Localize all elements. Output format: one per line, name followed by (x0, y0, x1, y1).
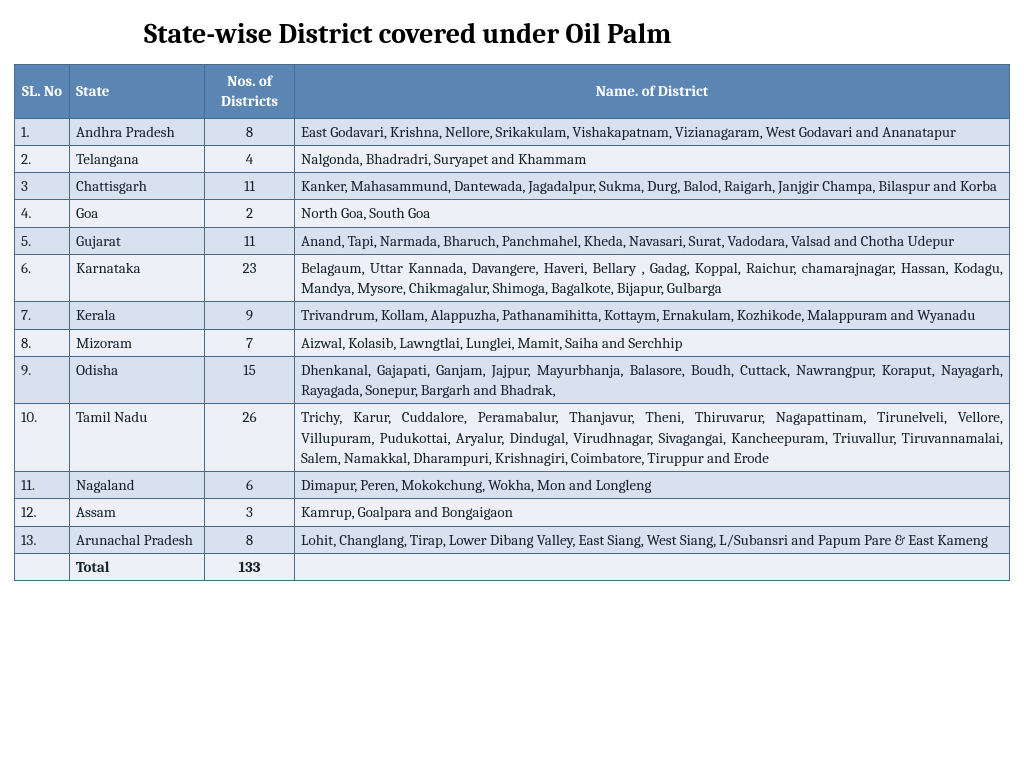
cell-state: Andhra Pradesh (70, 118, 205, 145)
cell-state: Karnataka (70, 254, 205, 302)
cell-nos: 23 (205, 254, 295, 302)
cell-district-names: Trichy, Karur, Cuddalore, Peramabalur, T… (295, 404, 1010, 472)
table-row: 6.Karnataka23Belagaum, Uttar Kannada, Da… (15, 254, 1010, 302)
table-row: 13.Arunachal Pradesh8Lohit, Changlang, T… (15, 526, 1010, 553)
table-body: 1.Andhra Pradesh8East Godavari, Krishna,… (15, 118, 1010, 581)
cell-nos: 9 (205, 302, 295, 329)
cell-sl: 7. (15, 302, 70, 329)
page-title: State-wise District covered under Oil Pa… (14, 18, 1010, 50)
cell-state: Arunachal Pradesh (70, 526, 205, 553)
cell-nos: 7 (205, 329, 295, 356)
cell-sl: 13. (15, 526, 70, 553)
cell-sl: 12. (15, 499, 70, 526)
districts-table: SL. No State Nos. of Districts Name. of … (14, 64, 1010, 581)
cell-sl: 5. (15, 227, 70, 254)
cell-district-names: Dimapur, Peren, Mokokchung, Wokha, Mon a… (295, 472, 1010, 499)
table-row: 9.Odisha15Dhenkanal, Gajapati, Ganjam, J… (15, 356, 1010, 404)
cell-district-names: Lohit, Changlang, Tirap, Lower Dibang Va… (295, 526, 1010, 553)
cell-district-names: Aizwal, Kolasib, Lawngtlai, Lunglei, Mam… (295, 329, 1010, 356)
table-row: 3Chattisgarh11Kanker, Mahasammund, Dante… (15, 173, 1010, 200)
table-header: SL. No State Nos. of Districts Name. of … (15, 65, 1010, 119)
table-row: 12.Assam3Kamrup, Goalpara and Bongaigaon (15, 499, 1010, 526)
cell-sl: 1. (15, 118, 70, 145)
cell-district-names: Dhenkanal, Gajapati, Ganjam, Jajpur, May… (295, 356, 1010, 404)
table-row: 10.Tamil Nadu26 Trichy, Karur, Cuddalore… (15, 404, 1010, 472)
cell-sl: 6. (15, 254, 70, 302)
cell-state: Assam (70, 499, 205, 526)
cell-sl: 8. (15, 329, 70, 356)
cell-sl: 4. (15, 200, 70, 227)
cell-nos: 11 (205, 173, 295, 200)
cell-state: Gujarat (70, 227, 205, 254)
table-row-total: Total133 (15, 553, 1010, 580)
table-row: 8.Mizoram7Aizwal, Kolasib, Lawngtlai, Lu… (15, 329, 1010, 356)
cell-state: Goa (70, 200, 205, 227)
cell-state: Chattisgarh (70, 173, 205, 200)
cell-state: Mizoram (70, 329, 205, 356)
cell-state: Nagaland (70, 472, 205, 499)
cell-nos: 8 (205, 526, 295, 553)
cell-sl: 10. (15, 404, 70, 472)
header-state: State (70, 65, 205, 119)
cell-state: Telangana (70, 145, 205, 172)
cell-sl: 3 (15, 173, 70, 200)
cell-district-names: Anand, Tapi, Narmada, Bharuch, Panchmahe… (295, 227, 1010, 254)
cell-nos: 4 (205, 145, 295, 172)
cell-sl: 9. (15, 356, 70, 404)
cell-sl: 2. (15, 145, 70, 172)
cell-total-value: 133 (205, 553, 295, 580)
cell-nos: 8 (205, 118, 295, 145)
cell-state: Odisha (70, 356, 205, 404)
cell-nos: 6 (205, 472, 295, 499)
cell-district-names: East Godavari, Krishna, Nellore, Srikaku… (295, 118, 1010, 145)
table-row: 2.Telangana4Nalgonda, Bhadradri, Suryape… (15, 145, 1010, 172)
cell-nos: 26 (205, 404, 295, 472)
cell-district-names (295, 553, 1010, 580)
cell-sl: 11. (15, 472, 70, 499)
cell-district-names: Nalgonda, Bhadradri, Suryapet and Khamma… (295, 145, 1010, 172)
table-row: 7.Kerala9Trivandrum, Kollam, Alappuzha, … (15, 302, 1010, 329)
cell-district-names: North Goa, South Goa (295, 200, 1010, 227)
cell-district-names: Belagaum, Uttar Kannada, Davangere, Have… (295, 254, 1010, 302)
cell-district-names: Trivandrum, Kollam, Alappuzha, Pathanami… (295, 302, 1010, 329)
cell-nos: 2 (205, 200, 295, 227)
header-dist: Name. of District (295, 65, 1010, 119)
cell-state: Tamil Nadu (70, 404, 205, 472)
table-row: 1.Andhra Pradesh8East Godavari, Krishna,… (15, 118, 1010, 145)
cell-sl (15, 553, 70, 580)
cell-total-label: Total (70, 553, 205, 580)
table-row: 5.Gujarat11Anand, Tapi, Narmada, Bharuch… (15, 227, 1010, 254)
cell-nos: 15 (205, 356, 295, 404)
cell-nos: 11 (205, 227, 295, 254)
header-sl: SL. No (15, 65, 70, 119)
cell-nos: 3 (205, 499, 295, 526)
cell-district-names: Kanker, Mahasammund, Dantewada, Jagadalp… (295, 173, 1010, 200)
table-row: 11.Nagaland6Dimapur, Peren, Mokokchung, … (15, 472, 1010, 499)
page: State-wise District covered under Oil Pa… (0, 0, 1024, 581)
cell-state: Kerala (70, 302, 205, 329)
table-row: 4.Goa2North Goa, South Goa (15, 200, 1010, 227)
header-nos: Nos. of Districts (205, 65, 295, 119)
cell-district-names: Kamrup, Goalpara and Bongaigaon (295, 499, 1010, 526)
